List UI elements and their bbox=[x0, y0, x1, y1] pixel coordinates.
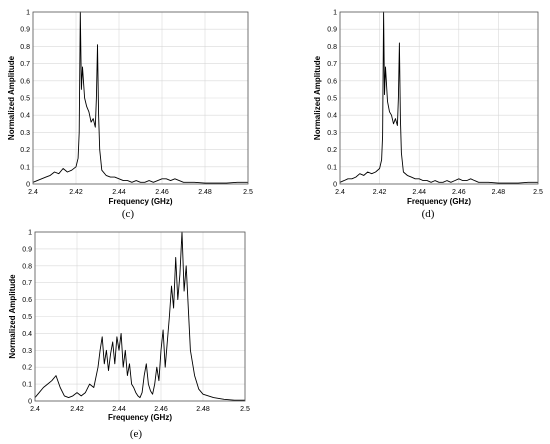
y-tick-label: 0.6 bbox=[20, 78, 30, 85]
y-tick-label: 0.4 bbox=[20, 113, 30, 120]
x-tick-label: 2.46 bbox=[155, 189, 169, 196]
x-tick-label: 2.48 bbox=[196, 406, 210, 413]
x-tick-label: 2.48 bbox=[198, 189, 212, 196]
y-tick-label: 0.1 bbox=[20, 164, 30, 171]
y-tick-label: 0.3 bbox=[22, 348, 32, 355]
x-tick-label: 2.44 bbox=[112, 406, 126, 413]
spectrum-line bbox=[32, 11, 248, 184]
y-tick-label: 0.9 bbox=[327, 27, 337, 34]
plot-frame bbox=[339, 11, 539, 185]
x-tick-label: 2.4 bbox=[335, 189, 345, 196]
y-tick-label: 1 bbox=[28, 230, 32, 237]
x-tick-label: 2.42 bbox=[373, 189, 387, 196]
y-tick-label: 0.5 bbox=[22, 314, 32, 321]
y-tick-label: 0.3 bbox=[20, 130, 30, 137]
x-tick-label: 2.48 bbox=[492, 189, 506, 196]
chart-panel-c: 0 0.1 0.2 0.3 0.4 0.5 0.6 0.7 0.8 0.9 1 2.4 2.42 2.44… bbox=[7, 10, 253, 221]
y-tick-label: 0.5 bbox=[20, 96, 30, 103]
x-axis-label: Frequency (GHz) bbox=[108, 197, 172, 206]
x-tick-label: 2.4 bbox=[28, 189, 38, 196]
x-tick-label: 2.44 bbox=[412, 189, 426, 196]
y-tick-label: 0.1 bbox=[327, 164, 337, 171]
chart-panel-e: 0 0.1 0.2 0.3 0.4 0.5 0.6 0.7 0.8 0.9 1 2.4 2.42 2.44… bbox=[8, 230, 250, 441]
y-axis-label: Normalized Amplitude bbox=[313, 55, 322, 140]
spectrum-line bbox=[339, 11, 538, 184]
x-tick-label: 2.5 bbox=[533, 189, 543, 196]
y-tick-label: 0.2 bbox=[20, 147, 30, 154]
y-tick-label: 0.4 bbox=[22, 331, 32, 338]
y-tick-label: 0.7 bbox=[22, 280, 32, 287]
y-tick-label: 0 bbox=[333, 182, 337, 189]
y-tick-label: 0.1 bbox=[22, 382, 32, 389]
x-tick-label: 2.5 bbox=[240, 406, 250, 413]
y-tick-label: 0.7 bbox=[327, 61, 337, 68]
y-tick-label: 0.7 bbox=[20, 61, 30, 68]
y-tick-label: 0.9 bbox=[22, 246, 32, 253]
y-tick-label: 0.8 bbox=[22, 263, 32, 270]
panel-caption: (d) bbox=[422, 208, 435, 220]
x-tick-label: 2.44 bbox=[112, 189, 126, 196]
x-axis-label: Frequency (GHz) bbox=[407, 197, 471, 206]
x-axis-label: Frequency (GHz) bbox=[108, 413, 172, 422]
y-tick-label: 0.2 bbox=[327, 147, 337, 154]
y-tick-label: 0.9 bbox=[20, 27, 30, 34]
y-tick-label: 0.4 bbox=[327, 113, 337, 120]
y-axis-label: Normalized Amplitude bbox=[8, 274, 17, 359]
y-axis-label: Normalized Amplitude bbox=[7, 55, 16, 140]
plot-frame bbox=[34, 231, 246, 402]
x-tick-label: 2.46 bbox=[154, 406, 168, 413]
y-tick-label: 0.2 bbox=[22, 365, 32, 372]
plot-frame bbox=[32, 11, 249, 185]
y-tick-label: 1 bbox=[26, 10, 30, 17]
spectrum-line bbox=[34, 231, 245, 401]
y-tick-label: 0.6 bbox=[22, 297, 32, 304]
x-tick-label: 2.42 bbox=[70, 406, 84, 413]
x-tick-label: 2.4 bbox=[30, 406, 40, 413]
panel-caption: (c) bbox=[122, 208, 135, 220]
y-tick-label: 0 bbox=[26, 182, 30, 189]
y-tick-label: 0.8 bbox=[20, 44, 30, 51]
x-tick-label: 2.46 bbox=[452, 189, 466, 196]
y-tick-label: 0.5 bbox=[327, 96, 337, 103]
y-tick-label: 0 bbox=[28, 399, 32, 406]
x-tick-label: 2.5 bbox=[243, 189, 253, 196]
y-tick-label: 0.3 bbox=[327, 130, 337, 137]
y-tick-label: 0.6 bbox=[327, 78, 337, 85]
y-tick-label: 0.8 bbox=[327, 44, 337, 51]
y-tick-label: 1 bbox=[333, 10, 337, 17]
x-tick-label: 2.42 bbox=[69, 189, 83, 196]
chart-panel-d: 0 0.1 0.2 0.3 0.4 0.5 0.6 0.7 0.8 0.9 1 2.4 2.42 2.44… bbox=[313, 10, 543, 221]
panel-caption: (e) bbox=[130, 428, 143, 440]
